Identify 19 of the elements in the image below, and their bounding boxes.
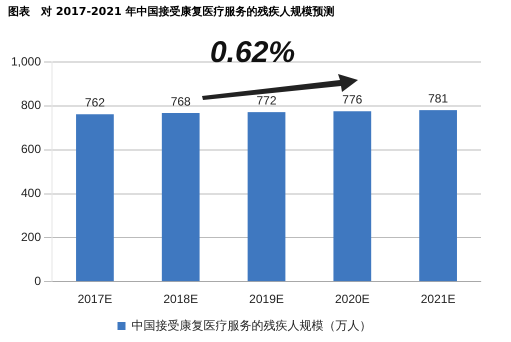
annotation: 0.62% <box>210 36 296 70</box>
y-tick-label: 600 <box>21 142 42 156</box>
chart-title: 图表 对 2017-2021 年中国接受康复医疗服务的残疾人规模预测 <box>8 4 336 19</box>
data-label: 768 <box>170 94 192 108</box>
y-tick-label: 800 <box>21 98 42 112</box>
data-label: 762 <box>84 96 106 110</box>
y-tick-label: 400 <box>21 186 42 200</box>
x-tick-label: 2021E <box>420 292 456 306</box>
data-label: 772 <box>256 93 277 108</box>
legend-label: 中国接受康复医疗服务的残疾人规模（万人） <box>132 318 372 332</box>
data-label: 776 <box>342 92 363 107</box>
x-tick-label: 2017E <box>78 292 112 306</box>
y-tick-label: 1,000 <box>11 54 42 68</box>
x-tick-label: 2020E <box>334 292 370 306</box>
y-tick-label: 200 <box>21 230 42 244</box>
data-label: 781 <box>428 91 448 106</box>
x-tick-label: 2018E <box>163 292 198 306</box>
x-tick-label: 2019E <box>249 292 284 306</box>
y-tick-label: 0 <box>34 274 42 288</box>
